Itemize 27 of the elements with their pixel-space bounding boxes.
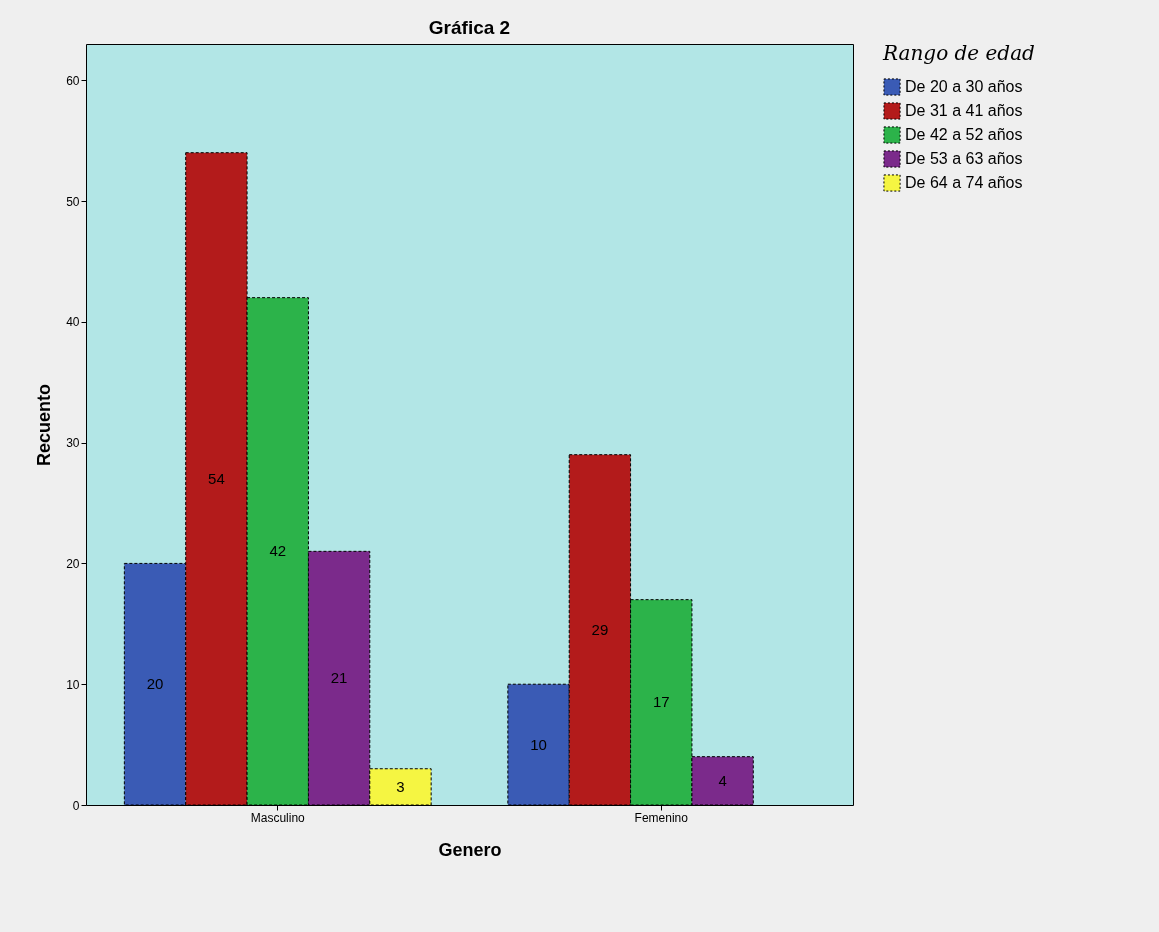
data-label: 17	[652, 693, 670, 711]
data-label: 4	[718, 771, 727, 789]
legend-label: De 31 a 41 años	[905, 102, 1023, 119]
y-tick-label: 40	[66, 315, 80, 330]
data-label: 29	[591, 620, 609, 638]
data-label: 54	[208, 469, 225, 487]
data-label: 21	[330, 669, 348, 687]
y-axis-title: Recuento	[34, 383, 55, 467]
legend-label: De 42 a 52 años	[905, 126, 1023, 143]
y-tick-label: 60	[66, 73, 80, 88]
x-tick-label: Masculino	[250, 810, 306, 825]
y-tick-label: 50	[66, 194, 80, 209]
legend-label: De 20 a 30 años	[905, 78, 1023, 95]
chart-title: Gráfica 2	[428, 17, 511, 38]
legend-label: De 64 a 74 años	[905, 174, 1023, 191]
x-axis-title: Genero	[438, 839, 502, 860]
data-label: 10	[530, 735, 547, 753]
y-tick-label: 10	[66, 677, 80, 692]
data-label: 42	[269, 542, 287, 560]
data-label: 20	[146, 675, 164, 693]
data-label: 3	[396, 777, 405, 795]
y-tick-label: 0	[72, 798, 80, 813]
x-tick-label: Femenino	[634, 810, 689, 825]
y-tick-label: 30	[66, 436, 80, 451]
y-tick-label: 20	[66, 556, 80, 571]
legend-title: Rango de edad	[882, 41, 1035, 65]
legend-label: De 53 a 63 años	[905, 150, 1023, 167]
